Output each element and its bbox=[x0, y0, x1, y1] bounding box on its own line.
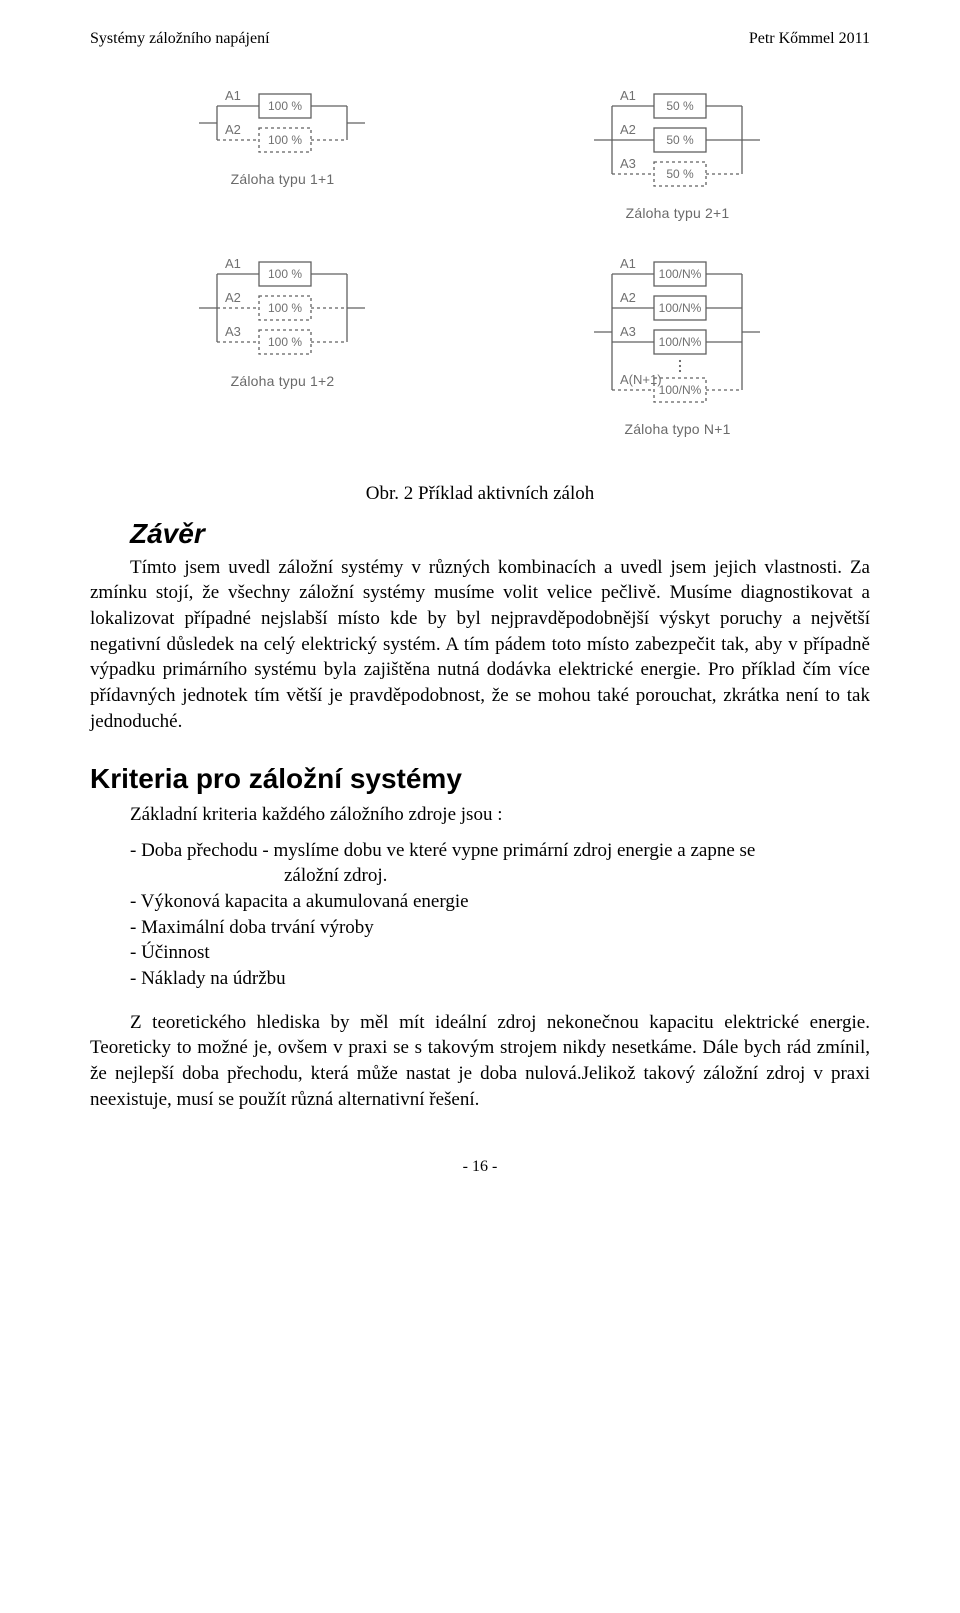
svg-text:A1: A1 bbox=[620, 88, 636, 103]
kriteria-intro: Základní kriteria každého záložního zdro… bbox=[90, 802, 870, 828]
diagram-1-1: A1 100 % A2 100 % Záloha typu 1+1 bbox=[120, 84, 445, 223]
svg-text:100 %: 100 % bbox=[267, 133, 301, 147]
diagram-svg-1-1: A1 100 % A2 100 % bbox=[189, 84, 377, 162]
diagram-n-1: A1100/N%A2100/N%A3100/N%A(N+1)100/N% Zál… bbox=[515, 252, 840, 439]
list-item: - Účinnost bbox=[130, 940, 870, 966]
svg-text:A2: A2 bbox=[225, 290, 241, 305]
list-item-cont: záložní zdroj. bbox=[284, 863, 870, 889]
svg-text:50 %: 50 % bbox=[666, 133, 694, 147]
diagram-caption: Záloha typu 1+1 bbox=[231, 170, 335, 189]
svg-text:50 %: 50 % bbox=[666, 167, 694, 181]
svg-text:100 %: 100 % bbox=[267, 99, 301, 113]
diagrams-grid: A1 100 % A2 100 % Záloha typu 1+1 A1 50 % A2 5… bbox=[90, 84, 870, 470]
list-item: - Maximální doba trvání výroby bbox=[130, 915, 870, 941]
header-left: Systémy záložního napájení bbox=[90, 28, 270, 50]
list-item: - Výkonová kapacita a akumulovaná energi… bbox=[130, 889, 870, 915]
svg-text:A3: A3 bbox=[620, 156, 636, 171]
kriteria-closing: Z teoretického hlediska by měl mít ideál… bbox=[90, 1010, 870, 1113]
svg-text:A1: A1 bbox=[620, 256, 636, 271]
diagram-2-1: A1 50 % A2 50 % A3 50 % Záloha typu 2+1 bbox=[515, 84, 840, 223]
section-title-kriteria: Kriteria pro záložní systémy bbox=[90, 760, 870, 798]
section-title-zaver: Závěr bbox=[130, 515, 870, 553]
list-item: - Doba přechodu - myslíme dobu ve které … bbox=[130, 838, 870, 864]
page-number: - 16 - bbox=[90, 1156, 870, 1178]
svg-text:50 %: 50 % bbox=[666, 99, 694, 113]
svg-text:A3: A3 bbox=[225, 324, 241, 339]
diagram-caption: Záloha typu 2+1 bbox=[626, 204, 730, 223]
svg-text:A1: A1 bbox=[225, 256, 241, 271]
diagram-svg-1-2: A1 100 % A2 100 % A3 100 % bbox=[189, 252, 377, 364]
svg-text:100 %: 100 % bbox=[267, 335, 301, 349]
diagram-caption: Záloha typo N+1 bbox=[624, 420, 730, 439]
svg-text:A2: A2 bbox=[225, 122, 241, 137]
svg-text:A(N+1): A(N+1) bbox=[620, 372, 662, 387]
diagram-1-2: A1 100 % A2 100 % A3 100 % Záloha typu 1+2 bbox=[120, 252, 445, 439]
diagram-caption: Záloha typu 1+2 bbox=[231, 372, 335, 391]
list-item: - Náklady na údržbu bbox=[130, 966, 870, 992]
svg-text:A3: A3 bbox=[620, 324, 636, 339]
diagram-svg-n-1: A1100/N%A2100/N%A3100/N%A(N+1)100/N% bbox=[584, 252, 772, 412]
svg-text:100 %: 100 % bbox=[267, 301, 301, 315]
page-header: Systémy záložního napájení Petr Kőmmel 2… bbox=[90, 28, 870, 50]
svg-text:100/N%: 100/N% bbox=[658, 383, 701, 397]
svg-text:A1: A1 bbox=[225, 88, 241, 103]
header-right: Petr Kőmmel 2011 bbox=[749, 28, 870, 50]
svg-text:A2: A2 bbox=[620, 290, 636, 305]
svg-text:100/N%: 100/N% bbox=[658, 335, 701, 349]
svg-text:100 %: 100 % bbox=[267, 267, 301, 281]
zaver-text: Tímto jsem uvedl záložní systémy v různý… bbox=[90, 555, 870, 734]
svg-text:100/N%: 100/N% bbox=[658, 301, 701, 315]
kriteria-list: - Doba přechodu - myslíme dobu ve které … bbox=[130, 838, 870, 992]
svg-text:100/N%: 100/N% bbox=[658, 267, 701, 281]
svg-text:A2: A2 bbox=[620, 122, 636, 137]
diagram-svg-2-1: A1 50 % A2 50 % A3 50 % bbox=[584, 84, 772, 196]
figure-caption: Obr. 2 Příklad aktivních záloh bbox=[90, 481, 870, 507]
